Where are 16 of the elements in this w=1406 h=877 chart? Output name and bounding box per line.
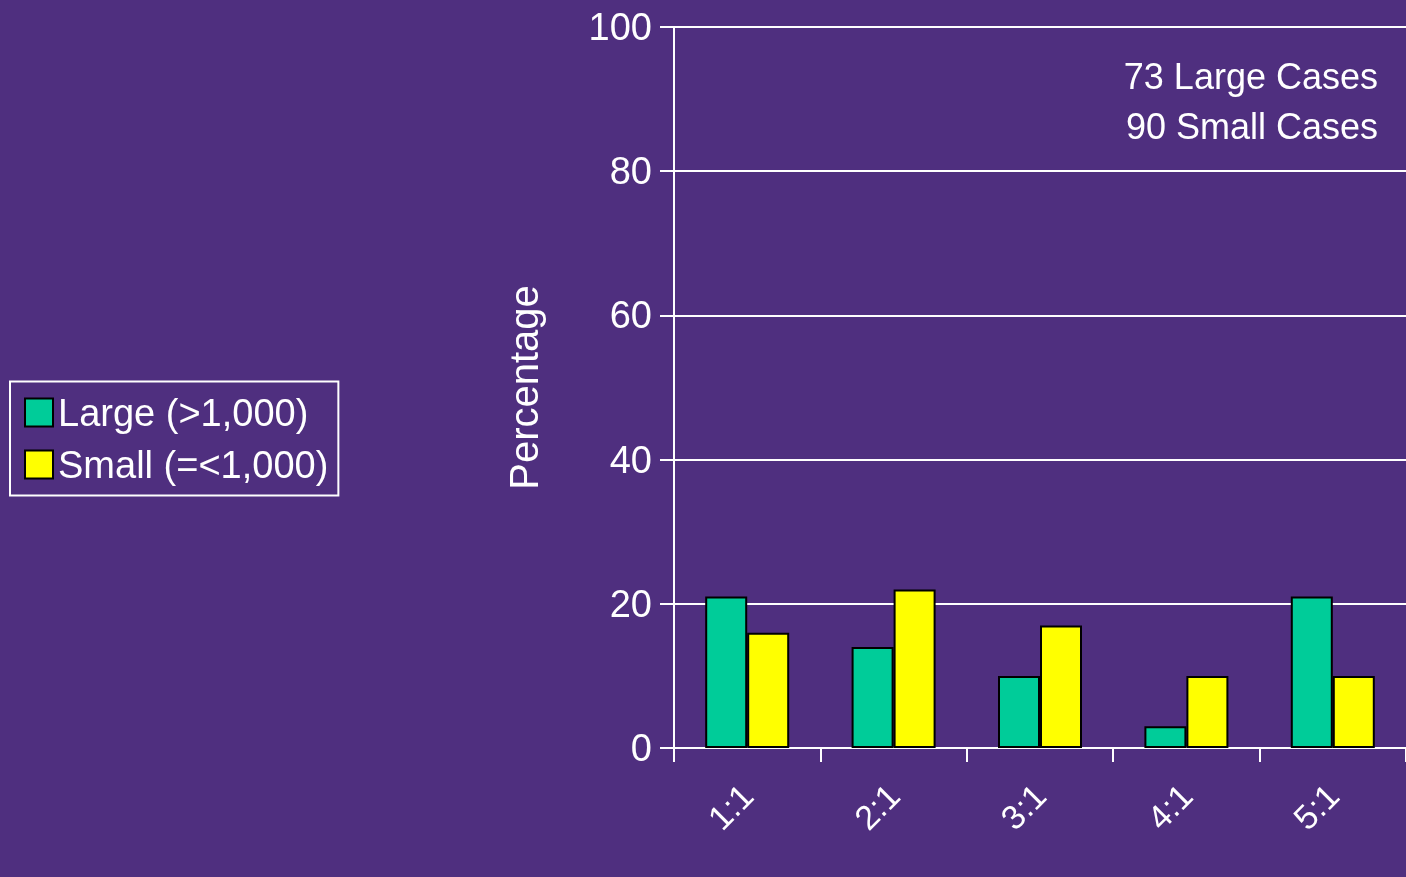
legend-label: Large (>1,000) <box>58 391 309 434</box>
y-tick-label: 20 <box>609 582 652 625</box>
y-tick-label: 80 <box>609 150 652 193</box>
x-tick-label: 3:1 <box>993 776 1054 837</box>
y-tick-label: 0 <box>630 727 652 769</box>
annotation: 73 Large Cases <box>1123 55 1378 97</box>
legend-label: Small (=<1,000) <box>58 443 329 486</box>
y-axis-title: Percentage <box>502 285 546 490</box>
y-tick-label: 40 <box>609 438 652 481</box>
x-tick-label: 2:1 <box>846 776 908 837</box>
y-tick-label: 60 <box>609 294 652 337</box>
annotation: 90 Small Cases <box>1125 105 1378 147</box>
y-tick-label: 100 <box>588 6 652 48</box>
x-tick-label: 5:1 <box>1285 776 1347 837</box>
x-tick-label: 4:1 <box>1139 776 1200 837</box>
x-tick-label: 1:1 <box>700 776 761 837</box>
